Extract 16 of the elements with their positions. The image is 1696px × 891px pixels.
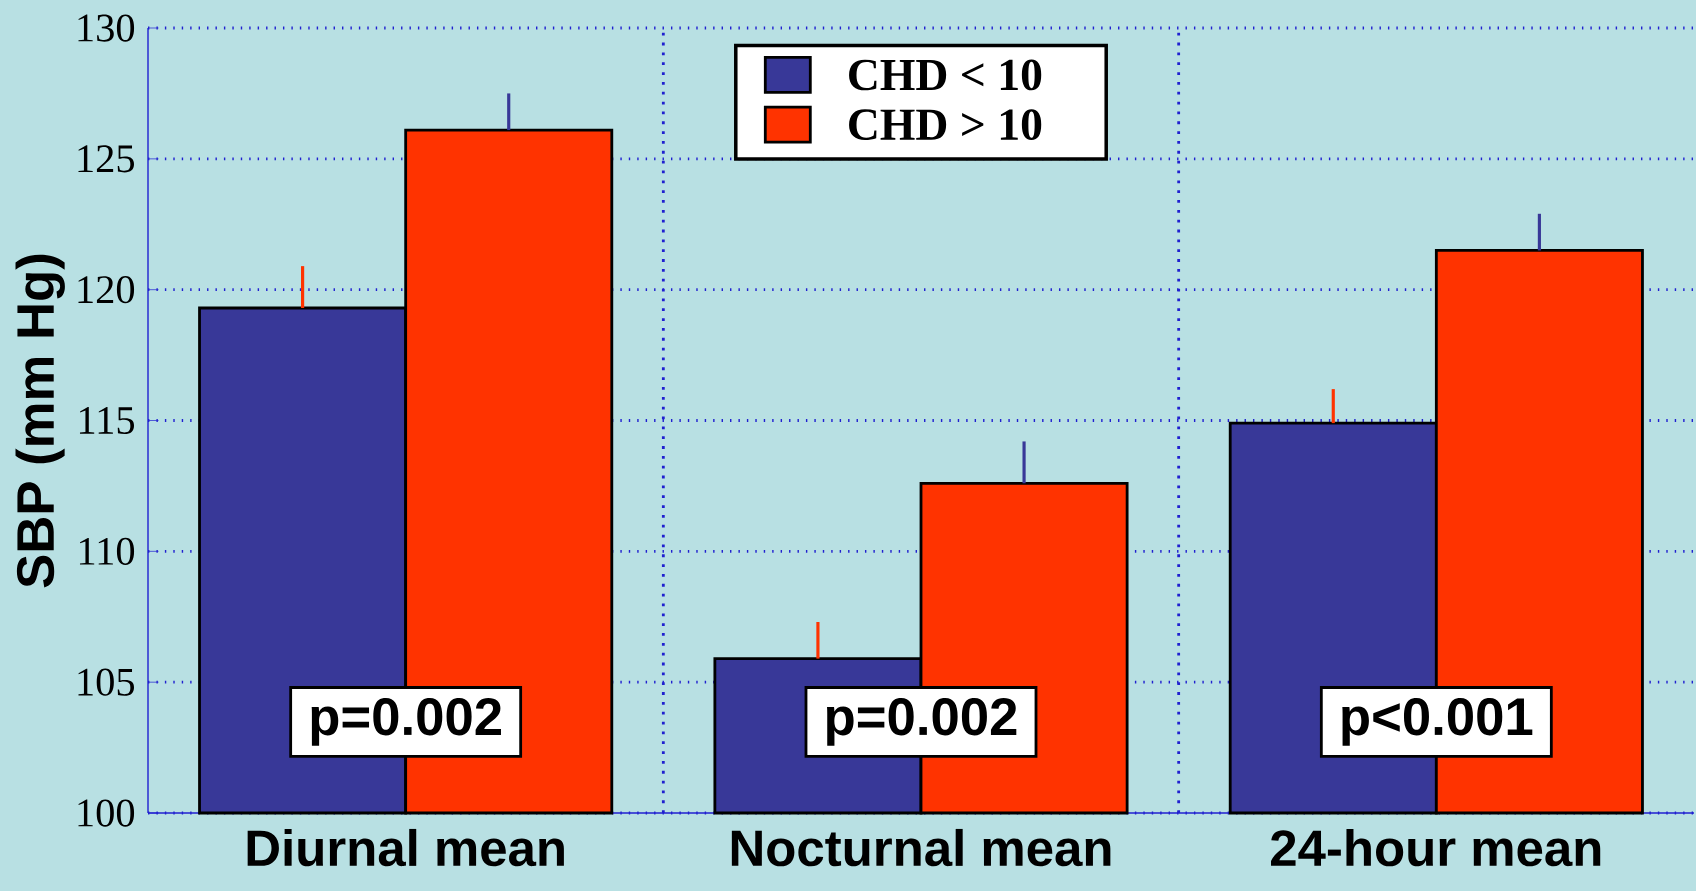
y-tick-label: 115	[79, 406, 135, 435]
x-tick-label: Nocturnal mean	[731, 828, 1111, 867]
legend-label: CHD > 10	[849, 109, 1042, 141]
y-axis-title: SBP (mm Hg)	[15, 254, 65, 588]
x-tick-label: Diurnal mean	[247, 828, 564, 867]
y-tick-label: 100	[78, 799, 135, 827]
annotation: p=0.002	[827, 698, 1017, 746]
y-tick-label: 105	[78, 668, 134, 696]
y-tick-label: 130	[78, 14, 135, 42]
annotation: p<0.001	[1342, 698, 1533, 746]
x-tick-label: 24-hour mean	[1271, 828, 1601, 867]
annotation: p=0.002	[311, 698, 501, 746]
y-tick-label: 120	[78, 276, 135, 304]
legend-label: CHD < 10	[849, 59, 1042, 91]
y-tick-label: 125	[78, 145, 134, 173]
y-tick-label: 110	[79, 537, 135, 565]
